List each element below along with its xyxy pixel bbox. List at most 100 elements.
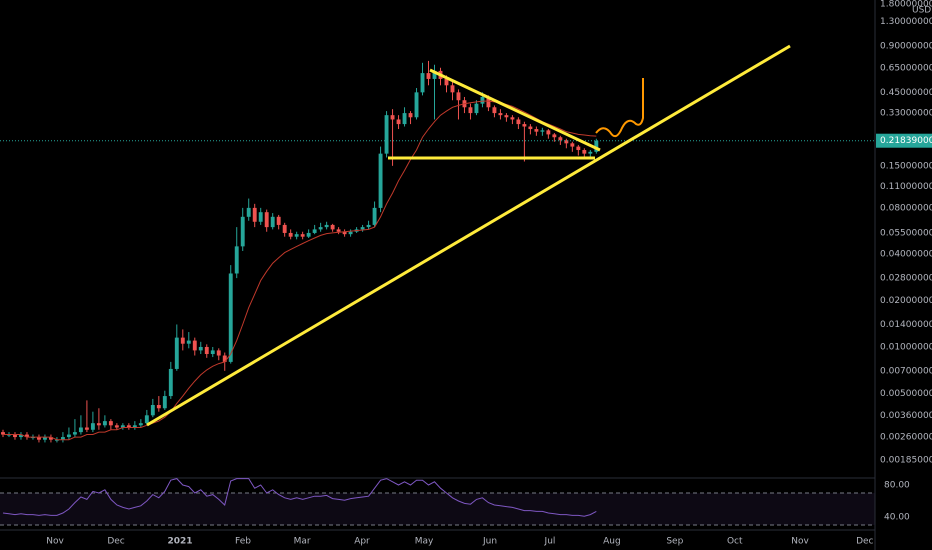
candle-body [126,425,131,428]
candle-body [498,113,503,116]
candle-body [456,92,461,101]
candle-body [408,113,413,118]
x-tick-label: Aug [603,537,621,547]
currency-label: USD [912,6,931,16]
candle-body [552,134,557,138]
candle-body [162,396,167,409]
candle-body [72,432,77,435]
candle-body [1,432,5,435]
y-tick-label: 0.00360000 [880,411,932,421]
projection-curve [595,78,644,138]
candle-body [348,231,353,235]
candle-body [144,415,149,424]
candle-body [516,119,521,125]
y-tick-label: 0.90000000 [880,41,932,51]
candle-body [390,115,395,120]
candle-body [13,434,17,438]
candle-body [486,96,491,108]
y-tick-label: 0.65000000 [880,63,932,73]
y-tick-label: 0.33000000 [880,109,932,119]
candle-body [25,434,29,438]
y-tick-label: 0.01400000 [880,320,932,330]
candle-body [96,423,101,426]
candle-body [132,425,137,428]
rsi-tick-label: 40.00 [884,513,910,523]
candle-body [432,70,437,79]
trend-line [146,44,791,427]
candle-body [570,143,575,147]
rsi-tick-label: 80.00 [884,481,910,491]
candle-body [582,150,587,154]
candle-body [210,350,215,355]
candle-body [468,107,473,114]
x-tick-label: Oct [727,537,743,547]
candle-body [198,346,203,351]
x-tick-label: Apr [354,537,370,547]
y-tick-label: 0.45000000 [880,88,932,98]
candle-body [120,425,125,428]
candle-body [246,207,251,217]
candle-body [288,232,293,237]
candle-body [312,229,317,233]
candle-body [474,103,479,114]
candle-body [192,340,197,351]
candle-body [318,227,323,230]
candle-body [294,234,299,237]
x-tick-label: Nov [46,537,64,547]
candle-body [342,231,347,235]
candle-body [492,107,497,114]
candle-body [420,73,425,93]
candle-body [276,216,281,225]
y-tick-label: 0.01000000 [880,342,932,352]
candle-body [282,224,287,233]
candle-body [258,212,263,222]
candle-body [306,232,311,237]
x-tick-label: Jul [544,537,556,547]
candle-body [360,227,365,230]
y-tick-label: 0.02000000 [880,296,932,306]
candle-body [540,130,545,132]
rsi-pane [0,478,875,526]
x-tick-label: Sep [666,537,683,547]
candle-body [66,434,71,438]
x-tick-label: Dec [856,537,873,547]
price-axis [875,0,932,550]
candle-body [522,124,527,127]
candle-body [150,404,155,416]
candle-body [180,337,185,344]
candle-body [366,224,371,228]
axes: 1.80000000 1.30000000 0.90000000 0.65000000… [46,0,932,547]
candle-body [396,119,401,125]
candle-body [114,425,119,428]
candle-body [60,437,65,440]
candle-body [108,421,113,426]
candle-body [564,140,569,144]
candle-body [78,427,83,433]
last-price-tag [876,133,932,148]
y-tick-label: 0.11000000 [880,182,932,192]
price-pane [0,60,875,443]
candle-body [43,437,47,440]
candle-body [330,224,335,230]
candle-body [7,434,11,436]
candle-body [37,437,41,440]
rsi-line [2,478,597,517]
y-tick-label: 0.15000000 [880,161,932,171]
y-tick-label: 0.00260000 [880,433,932,443]
y-tick-label: 0.00185000 [880,455,932,465]
y-tick-label: 0.02800000 [880,274,932,284]
candle-body [174,337,179,369]
x-tick-label: Jun [482,537,497,547]
candle-body [384,115,389,154]
candle-body [504,115,509,118]
candle-body [546,130,551,135]
candle-body [558,137,563,141]
x-tick-label: Feb [235,537,251,547]
last-price-label: 0.21839000 [880,136,932,146]
candle-body [510,117,515,120]
candle-body [228,273,233,362]
candle-body [48,437,53,440]
candle-body [528,126,533,130]
candle-body [102,421,107,426]
